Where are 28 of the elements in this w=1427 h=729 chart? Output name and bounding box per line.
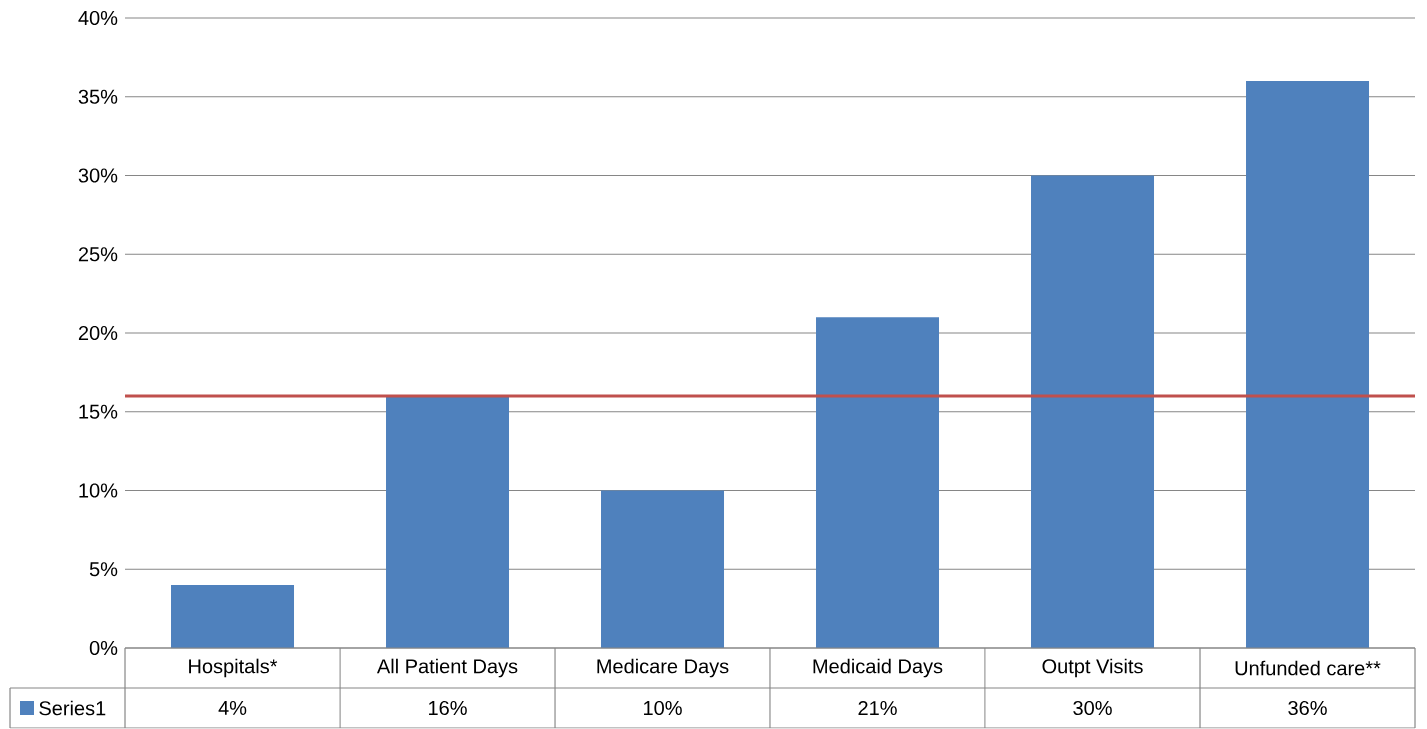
- data-label: 16%: [429, 701, 467, 716]
- y-tick-label: 35%: [78, 89, 118, 105]
- x-tick-label: Unfunded care**: [1235, 660, 1381, 676]
- data-label: 10%: [644, 701, 682, 716]
- x-tick-label: All Patient Days: [376, 658, 518, 678]
- data-label: 21%: [858, 701, 897, 716]
- x-tick-label: Medicare Days: [597, 658, 729, 678]
- data-label: 36%: [1288, 701, 1327, 716]
- bar: [171, 585, 295, 649]
- y-tick-label: 5%: [89, 562, 118, 577]
- x-tick-label: Outpt Visits: [1042, 658, 1143, 678]
- x-tick-label: Medicaid Days: [813, 658, 943, 678]
- bar: [386, 396, 510, 649]
- y-tick-label: 10%: [79, 483, 118, 498]
- bar: [816, 317, 940, 649]
- y-tick-label: 15%: [79, 404, 118, 419]
- y-tick-label: 0%: [89, 641, 118, 656]
- y-tick-label: 20%: [78, 326, 118, 341]
- bar: [601, 490, 725, 649]
- x-tick-label: Hospitals*: [189, 658, 278, 678]
- y-tick-label: 40%: [78, 11, 118, 26]
- legend-label: Series1: [39, 700, 106, 716]
- bar: [1031, 175, 1155, 649]
- bar: [1246, 81, 1370, 649]
- y-tick-label: 30%: [78, 168, 118, 183]
- data-label: 30%: [1073, 701, 1112, 716]
- y-tick-label: 25%: [78, 247, 118, 262]
- data-label: 4%: [218, 701, 247, 716]
